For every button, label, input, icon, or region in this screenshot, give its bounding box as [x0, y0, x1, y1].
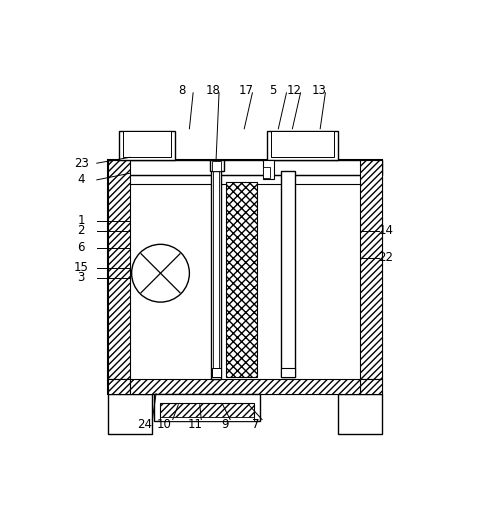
Text: 13: 13 — [312, 83, 326, 96]
Text: 24: 24 — [137, 418, 152, 431]
Bar — [360, 379, 382, 394]
Bar — [212, 162, 221, 171]
Text: 15: 15 — [74, 261, 89, 274]
Bar — [267, 131, 337, 161]
Bar — [108, 161, 382, 176]
Text: 22: 22 — [378, 250, 393, 264]
Text: 11: 11 — [187, 418, 203, 431]
Text: 14: 14 — [378, 224, 393, 237]
Bar — [119, 131, 174, 161]
Text: 6: 6 — [77, 241, 85, 253]
Bar — [130, 379, 360, 394]
Bar — [160, 417, 254, 421]
Bar — [108, 379, 130, 394]
Text: 17: 17 — [239, 83, 254, 96]
Bar — [160, 403, 254, 418]
Bar — [154, 394, 260, 421]
Bar — [210, 161, 224, 172]
Text: 9: 9 — [222, 418, 229, 431]
Bar — [263, 161, 274, 179]
Text: 10: 10 — [157, 418, 172, 431]
Bar — [281, 368, 295, 377]
Bar — [263, 167, 270, 179]
Text: 5: 5 — [269, 83, 276, 96]
Bar — [123, 132, 171, 158]
Bar — [108, 161, 382, 394]
Text: 12: 12 — [286, 83, 301, 96]
Text: 3: 3 — [77, 271, 85, 284]
Text: 8: 8 — [178, 83, 185, 96]
Bar — [271, 132, 334, 158]
Bar — [281, 172, 295, 377]
Bar — [360, 161, 382, 379]
Text: 4: 4 — [77, 173, 85, 186]
Text: 1: 1 — [77, 214, 85, 227]
Bar — [108, 394, 152, 434]
Text: 7: 7 — [251, 418, 259, 431]
Bar — [213, 163, 219, 377]
Text: 18: 18 — [206, 83, 220, 96]
Text: 23: 23 — [74, 156, 89, 169]
Bar — [337, 394, 382, 434]
Text: 2: 2 — [77, 224, 85, 237]
Bar — [212, 368, 220, 377]
Bar — [226, 183, 257, 377]
Bar — [108, 161, 130, 379]
Bar — [211, 161, 221, 379]
